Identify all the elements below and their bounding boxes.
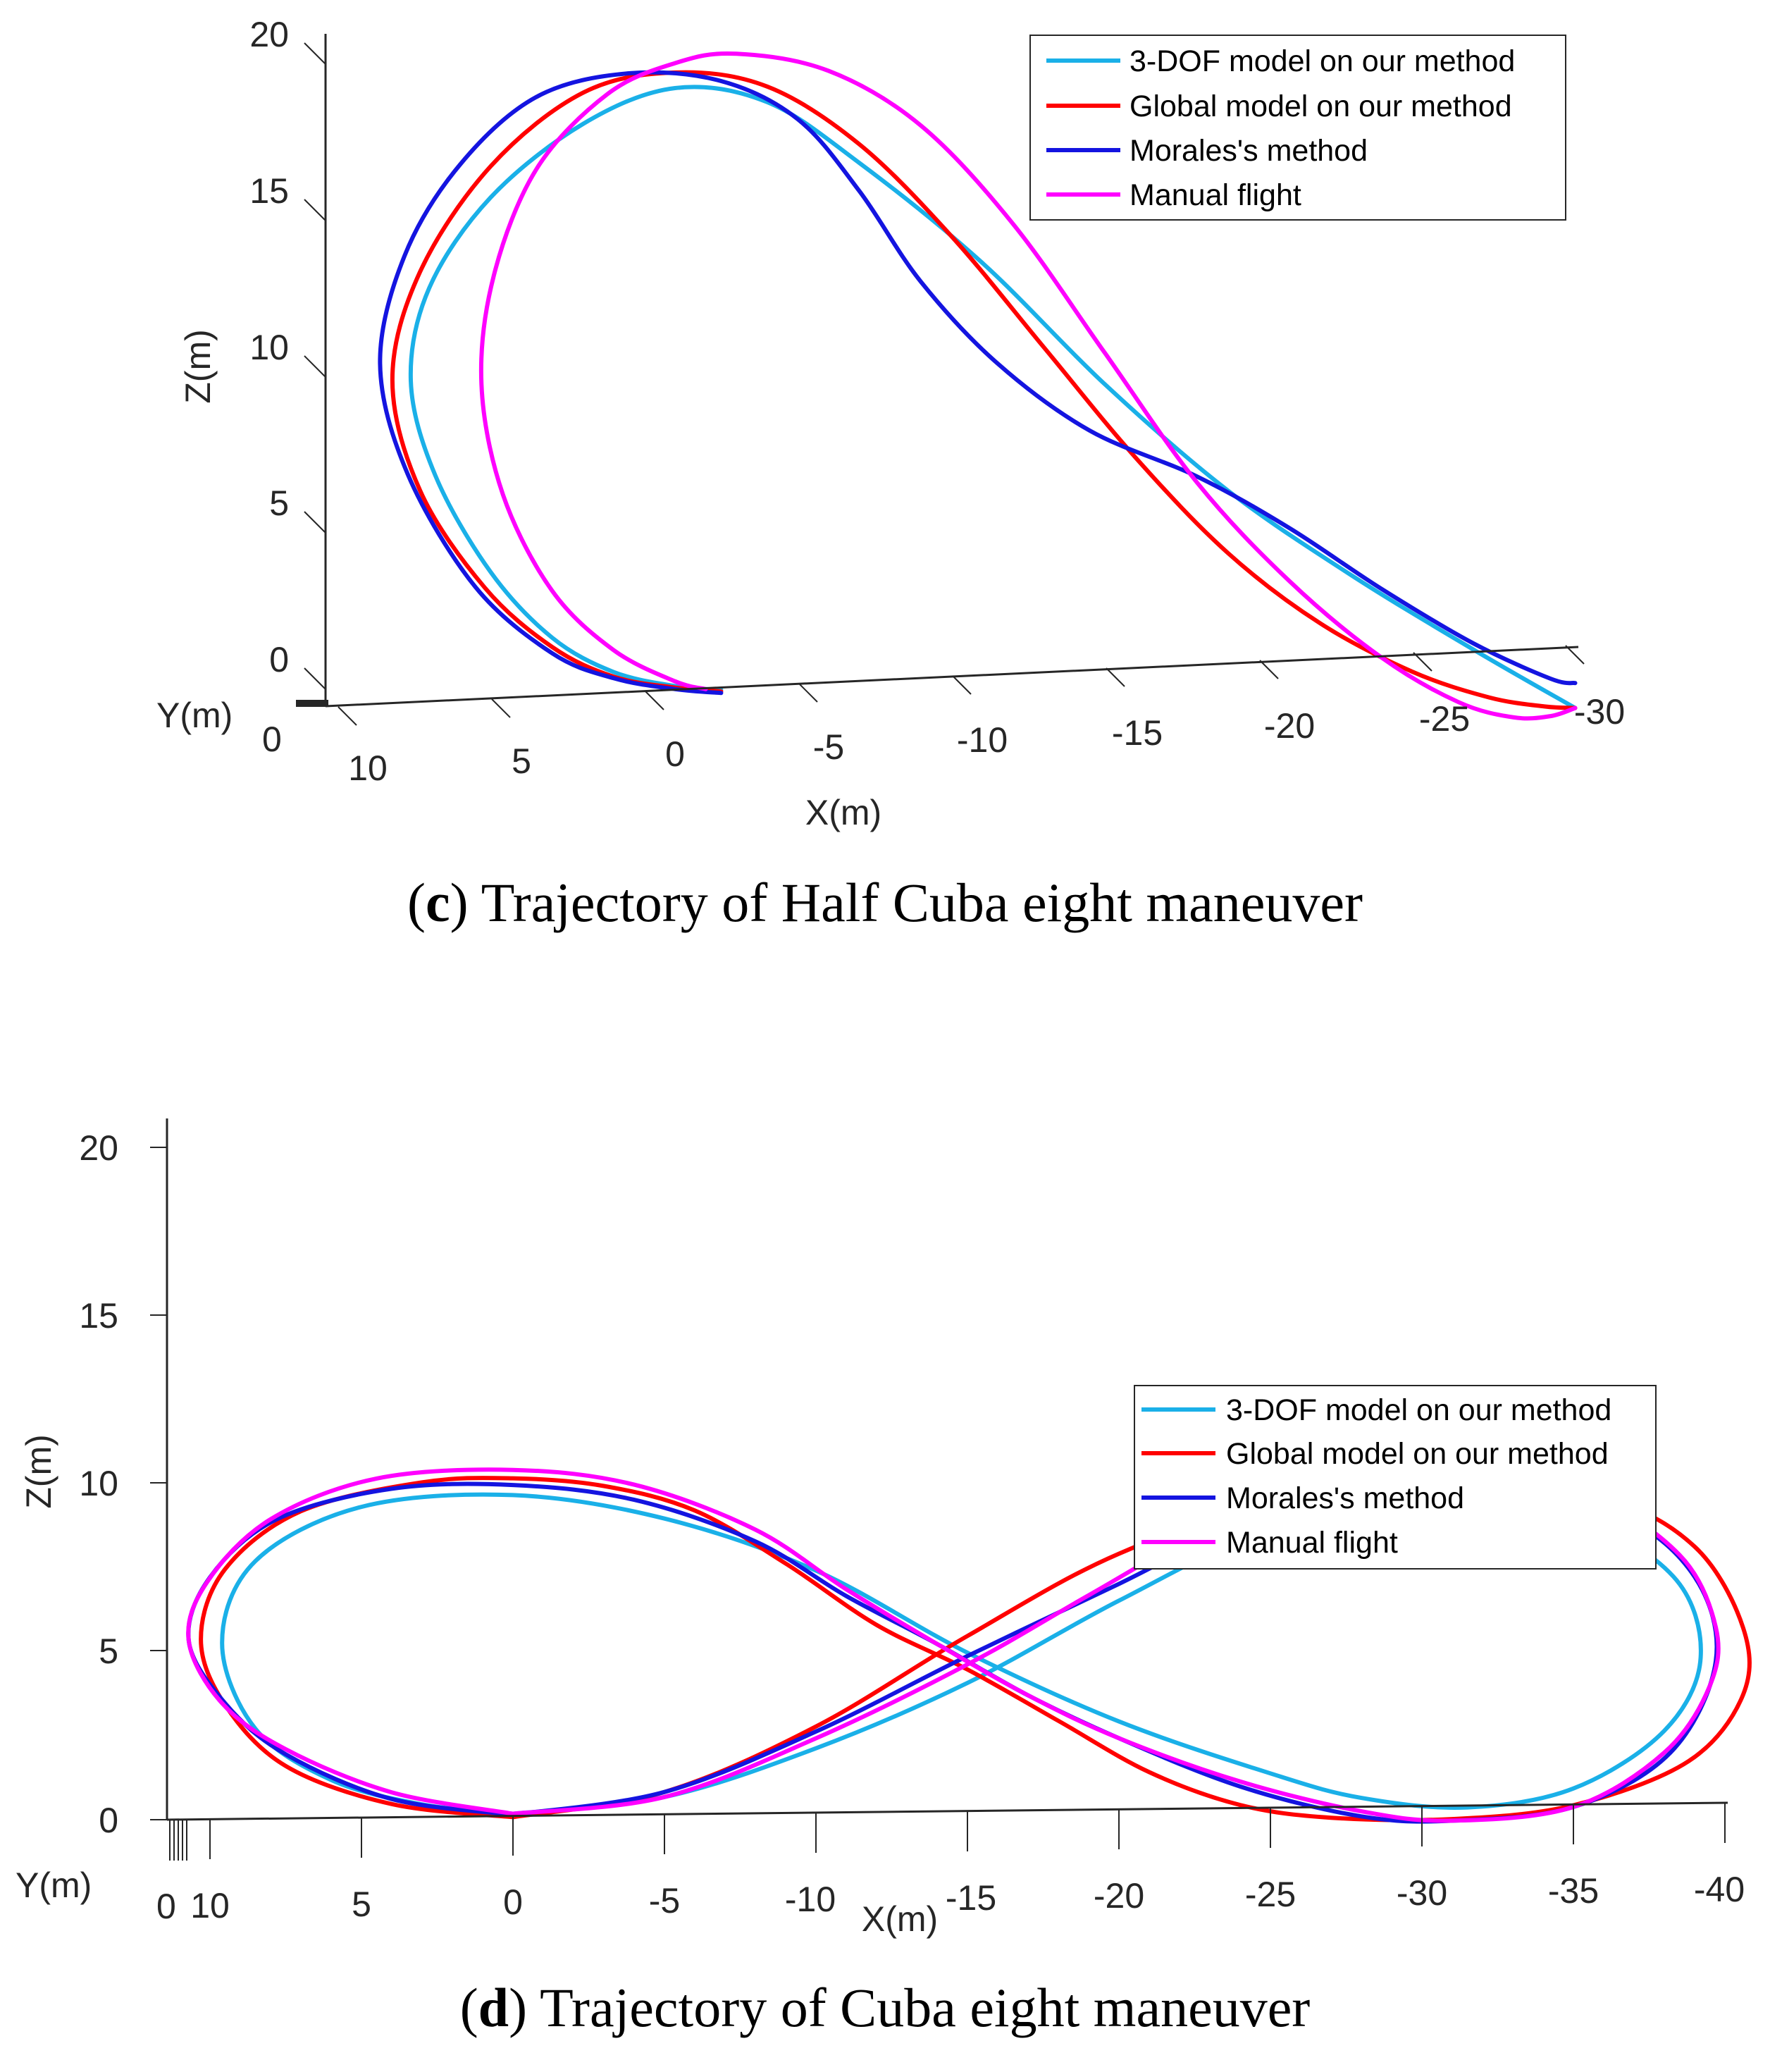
panel-d-x-tick-label: 0: [503, 1882, 523, 1922]
panel-c-x-tick-mark: [1259, 660, 1279, 679]
panel-d-caption: (d) Trajectory of Cuba eight maneuver: [460, 1977, 1311, 2038]
panel-d-x-axis-line: [166, 1801, 1728, 1821]
panel-c-legend-box: [1029, 35, 1566, 221]
panel-c-caption: (c) Trajectory of Half Cuba eight maneuv…: [407, 872, 1363, 933]
panel-c-z-tick-mark: [304, 667, 326, 690]
panel-c-series-line-morales: [378, 70, 1578, 696]
panel-c-y-axis-label: Y(m): [156, 696, 233, 735]
panel-c-series-line-three-dof: [408, 85, 1578, 710]
panel-c-x-axis-label: X(m): [805, 793, 881, 832]
panel-c-legend: 3-DOF model on our method Global model o…: [1029, 35, 1566, 221]
panel-c-z-tick-mark: [304, 511, 326, 534]
panel-c-caption-letter: c: [426, 872, 450, 933]
panel-d-series-line-three-dof: [220, 1492, 1703, 1816]
panel-d-y-axis-label: Y(m): [16, 1866, 92, 1905]
panel-c-legend-label: Manual flight: [1130, 178, 1301, 212]
panel-c-x-tick-mark: [952, 675, 972, 695]
panel-c-x-tick-label: -15: [1112, 713, 1163, 753]
panel-c-y-tick-label: 0: [262, 720, 282, 759]
panel-d-z-tick-label: 15: [79, 1296, 118, 1336]
panel-c-z-axis-label: Z(m): [178, 329, 218, 404]
panel-c-z-tick-label: 0: [269, 640, 289, 679]
panel-c-z-tick-mark: [304, 355, 326, 378]
panel-d-caption-text: Trajectory of Cuba eight maneuver: [540, 1977, 1310, 2038]
panel-d-x-tick-label: -10: [785, 1880, 836, 1919]
panel-c-x-tick-mark: [1413, 652, 1432, 672]
panel-d-z-tick-label: 5: [99, 1632, 118, 1671]
panel-c-legend-label: Morales's method: [1130, 134, 1368, 168]
panel-d-legend-label: Global model on our method: [1226, 1437, 1609, 1471]
panel-c-series-line-global: [390, 70, 1578, 710]
panel-c-x-tick-mark: [645, 691, 664, 710]
panel-c-x-tick-mark: [491, 698, 511, 718]
panel-d-x-tick-label: -5: [649, 1881, 680, 1920]
panel-c-x-tick-label: 10: [348, 748, 388, 788]
panel-c-x-tick-label: 0: [665, 734, 685, 774]
panel-c-x-tick-label: -20: [1264, 706, 1315, 746]
panel-d-x-tick-label: -35: [1548, 1871, 1599, 1911]
panel-d-legend-label: Morales's method: [1226, 1481, 1464, 1515]
panel-c-z-tick-label: 10: [249, 328, 289, 367]
panel-c-legend-label: Global model on our method: [1130, 90, 1512, 123]
panel-c-half-cuba-eight-chart: 0 5 10 15 20 10 5 0 -5 -10 -15 -20 -25 -…: [156, 15, 1625, 933]
panel-c-x-tick-mark: [338, 706, 357, 726]
panel-d-x-tick-label: 10: [190, 1886, 230, 1925]
panel-c-x-tick-mark: [798, 683, 818, 703]
panel-c-caption-text: Trajectory of Half Cuba eight maneuver: [481, 872, 1363, 933]
panel-d-legend-box: [1134, 1385, 1657, 1570]
panel-c-series-group: [378, 51, 1578, 721]
panel-d-x-axis-label: X(m): [862, 1899, 938, 1939]
panel-c-z-tick-label: 20: [249, 15, 289, 54]
panel-c-x-tick-label: -5: [813, 727, 844, 767]
panel-c-series-line-manual: [478, 51, 1578, 721]
panel-c-z-tick-mark: [304, 199, 326, 221]
panel-d-x-tick-label: -20: [1094, 1876, 1144, 1916]
panel-d-y-tick-label: 0: [156, 1887, 176, 1926]
panel-d-z-axis-label: Z(m): [19, 1434, 58, 1509]
panel-d-legend-label: 3-DOF model on our method: [1226, 1393, 1611, 1427]
panel-c-x-tick-mark: [1565, 645, 1585, 665]
panel-c-x-tick-label: -10: [957, 720, 1008, 760]
panel-c-x-tick-label: -30: [1574, 692, 1625, 732]
panel-d-x-tick-label: -40: [1694, 1870, 1745, 1909]
panel-c-z-tick-label: 5: [269, 483, 289, 523]
panel-d-x-tick-label: -25: [1245, 1875, 1296, 1914]
panel-d-legend-label: Manual flight: [1226, 1526, 1398, 1560]
panel-c-x-tick-mark: [1106, 667, 1125, 687]
panel-d-z-tick-label: 10: [79, 1464, 118, 1503]
panel-c-z-tick-label: 15: [249, 171, 289, 211]
panel-d-x-tick-label: -30: [1397, 1873, 1447, 1913]
panel-d-z-tick-label: 20: [79, 1128, 118, 1168]
panel-c-x-axis-line: [325, 646, 1579, 708]
panel-d-caption-letter: d: [478, 1977, 509, 2038]
panel-c-legend-label: 3-DOF model on our method: [1130, 44, 1515, 78]
panel-c-x-tick-label: -25: [1419, 699, 1470, 739]
panel-d-cuba-eight-chart: 0 5 10 15 20 10 5 0 -5 -10 -15 -20 -25 -…: [16, 1118, 1752, 2038]
panel-d-legend: 3-DOF model on our method Global model o…: [1134, 1385, 1657, 1570]
panel-c-y-axis-stub: [296, 700, 328, 707]
panel-d-x-tick-label: 5: [352, 1885, 371, 1924]
panel-d-x-tick-label: -15: [946, 1878, 996, 1918]
panel-c-x-tick-label: 5: [512, 741, 531, 781]
panel-d-z-tick-label: 0: [99, 1801, 118, 1840]
panel-c-z-tick-mark: [304, 42, 326, 65]
